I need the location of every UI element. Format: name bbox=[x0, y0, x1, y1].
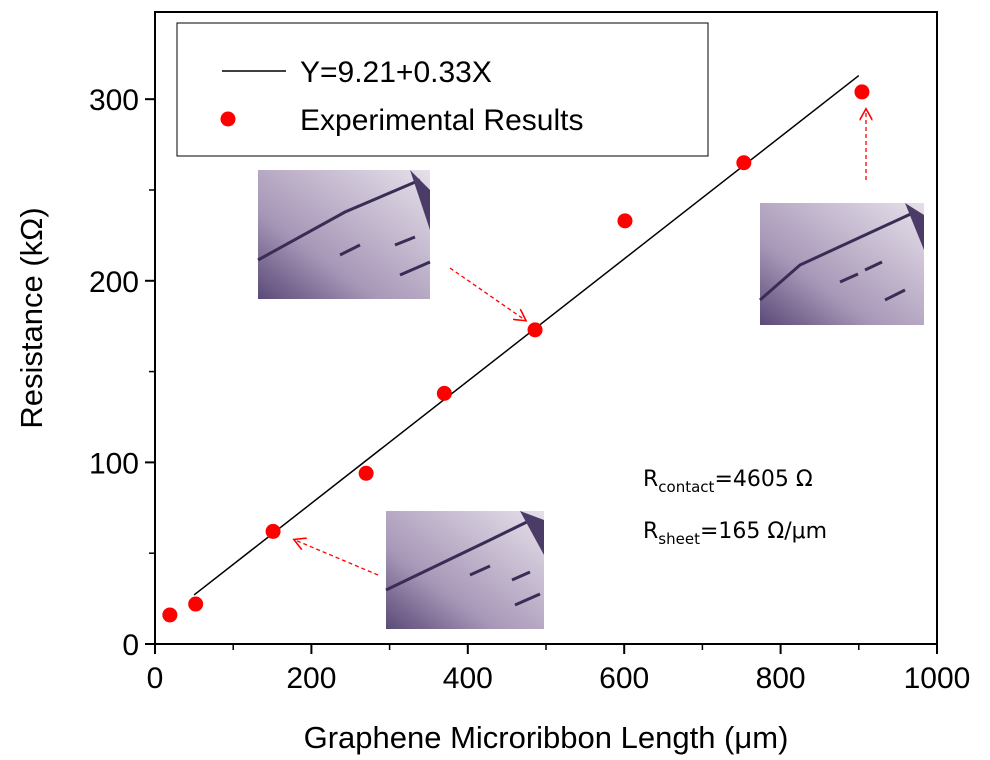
data-point bbox=[527, 322, 543, 338]
x-tick-label: 600 bbox=[599, 662, 649, 695]
y-tick-label: 100 bbox=[89, 447, 139, 480]
annotation-symbol: R bbox=[643, 519, 658, 544]
x-tick-label: 800 bbox=[756, 662, 806, 695]
x-tick-label: 1000 bbox=[904, 662, 971, 695]
annotation-value: =165 Ω/μm bbox=[700, 519, 827, 544]
data-point bbox=[436, 385, 452, 401]
data-point bbox=[736, 155, 752, 171]
data-point bbox=[358, 465, 374, 481]
data-point bbox=[854, 84, 870, 100]
data-point bbox=[162, 607, 178, 623]
y-tick-label: 200 bbox=[89, 266, 139, 299]
x-tick-label: 400 bbox=[443, 662, 493, 695]
arrow bbox=[295, 110, 866, 576]
legend-label: Y=9.21+0.33X bbox=[300, 56, 492, 89]
data-point bbox=[188, 596, 204, 612]
annotation: Rcontact=4605 Ω bbox=[643, 467, 813, 496]
y-axis-title: Resistance (kΩ) bbox=[14, 207, 49, 428]
legend-box bbox=[176, 22, 709, 157]
legend-label: Experimental Results bbox=[300, 104, 583, 137]
x-axis-title: Graphene Microribbon Length (μm) bbox=[304, 720, 789, 755]
data-point bbox=[617, 213, 633, 229]
annotation-subscript: sheet bbox=[658, 530, 700, 548]
inset-image bbox=[257, 170, 431, 299]
y-tick-label: 300 bbox=[89, 84, 139, 117]
annotation: Rsheet=165 Ω/μm bbox=[643, 519, 827, 548]
inset-image bbox=[385, 511, 544, 629]
data-point bbox=[265, 523, 281, 539]
x-tick-label: 0 bbox=[147, 662, 164, 695]
annotation-symbol: R bbox=[643, 467, 658, 492]
y-tick-label: 0 bbox=[122, 629, 139, 662]
inset-image bbox=[759, 203, 924, 325]
annotation-subscript: contact bbox=[658, 478, 714, 496]
x-tick-label: 200 bbox=[286, 662, 336, 695]
annotation-value: =4605 Ω bbox=[714, 467, 812, 492]
legend-swatch bbox=[220, 111, 236, 127]
